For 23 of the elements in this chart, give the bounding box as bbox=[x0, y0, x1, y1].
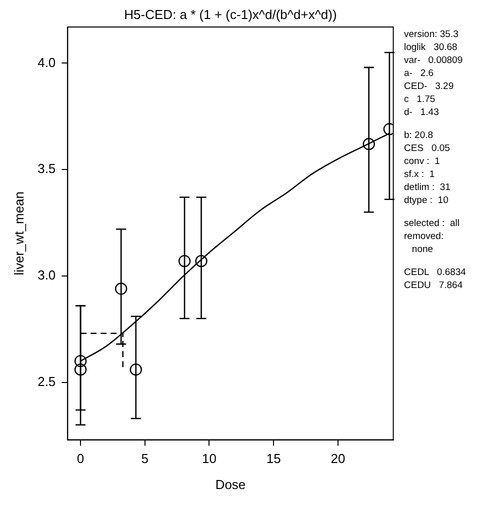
y-tick-label: 4.0 bbox=[38, 54, 56, 70]
y-axis-title: liver_wt_mean bbox=[11, 191, 26, 276]
x-tick-label: 0 bbox=[76, 451, 84, 466]
y-tick-label: 3.0 bbox=[38, 268, 56, 283]
point bbox=[195, 254, 208, 268]
text: version: 35.3 loglik 30.68 var- 0.00809 a- 2.6 CED- 3.29 c 1.75 d- 1.43 bbox=[404, 28, 464, 119]
x-tick-label: 10 bbox=[202, 451, 216, 466]
text: selected : all removed: none bbox=[404, 217, 460, 256]
point bbox=[74, 354, 87, 368]
point bbox=[178, 254, 191, 268]
point bbox=[362, 138, 375, 150]
point bbox=[74, 363, 87, 376]
point bbox=[130, 363, 142, 376]
text: CEDL 0.6834 CEDU 7.864 bbox=[404, 266, 466, 292]
x-tick-label: 15 bbox=[266, 451, 281, 466]
text: b: 20.8 CES 0.05 conv : 1 sf.x : 1 detlim : 31 dtype : 10 bbox=[404, 129, 452, 207]
y-tick-label: 2.5 bbox=[38, 374, 56, 389]
x-tick-label: 5 bbox=[141, 451, 149, 466]
x-tick-label: 20 bbox=[330, 451, 346, 466]
point bbox=[114, 282, 128, 295]
x-axis-title: Dose bbox=[215, 476, 246, 492]
y-tick-label: 3.5 bbox=[38, 161, 56, 176]
chart-title: H5-CED: a * (1 + (c-1)x^d/(b^d+x^d)) bbox=[124, 7, 337, 22]
